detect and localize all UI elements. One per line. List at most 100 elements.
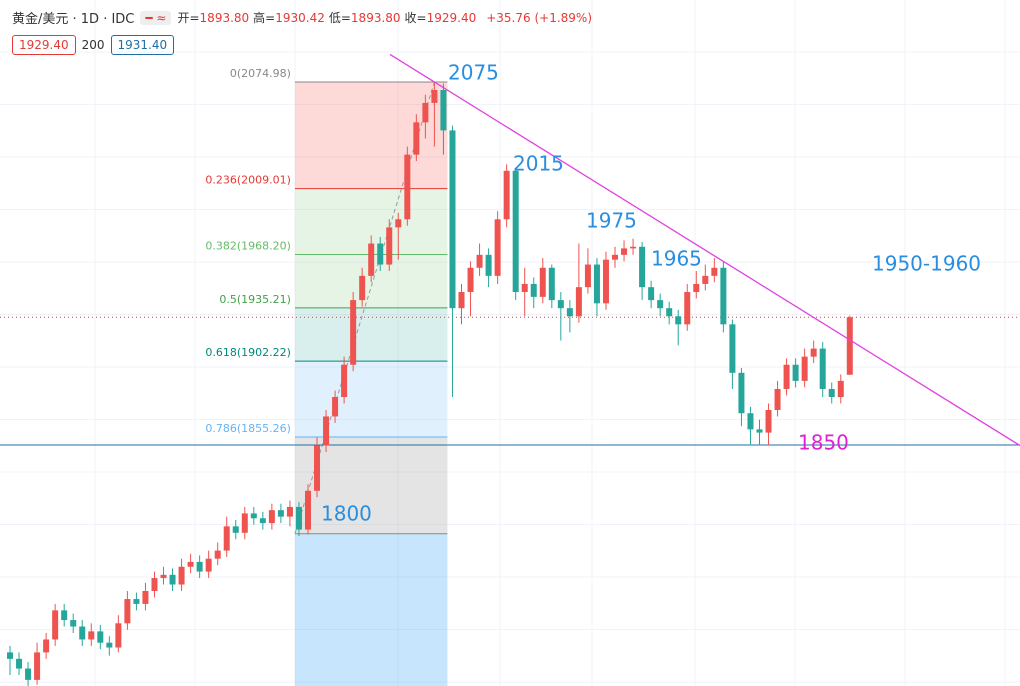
candle-body <box>214 550 221 559</box>
candle-body <box>557 300 564 309</box>
bid[interactable]: 1929.40 <box>12 35 76 55</box>
fib-band <box>294 81 448 189</box>
candle-body <box>404 154 411 220</box>
candle-body <box>801 356 808 381</box>
candle-body <box>368 243 375 276</box>
candle-body <box>359 275 366 301</box>
candle-body <box>747 413 754 430</box>
header: 黄金/美元 · 1D · IDC ━ ≈ 开=1893.80 高=1930.42 低… <box>12 8 592 27</box>
candle-body <box>413 122 420 155</box>
candle-body <box>178 566 185 585</box>
annotation: 2015 <box>513 152 564 176</box>
candle-body <box>304 490 311 530</box>
candle-body <box>503 170 510 220</box>
candle-body <box>539 267 546 297</box>
fib-label: 0.382(1968.20) <box>205 240 291 253</box>
annotation: 1800 <box>321 502 372 526</box>
candle-body <box>602 259 609 304</box>
candle-body <box>350 300 357 365</box>
change: +35.76 (+1.89%) <box>486 10 592 25</box>
candle-body <box>765 409 772 433</box>
candle-body <box>196 561 203 572</box>
fib-band <box>294 437 448 534</box>
candle-body <box>738 372 745 414</box>
candle-body <box>846 317 853 375</box>
candle-body <box>43 639 50 653</box>
candle-body <box>476 254 483 268</box>
indicator-toggle[interactable]: ━ ≈ <box>140 10 172 25</box>
candle-body <box>584 264 591 288</box>
candle-body <box>702 275 709 284</box>
candle-body <box>837 380 844 398</box>
candle-body <box>205 558 212 572</box>
candle-body <box>268 510 275 524</box>
fib-band <box>294 307 448 362</box>
candle-body <box>241 513 248 533</box>
candle-body <box>684 292 691 325</box>
candle-body <box>675 316 682 325</box>
candle-body <box>810 348 817 357</box>
candle-body <box>639 246 646 288</box>
fib-label: 0.236(2009.01) <box>205 174 291 187</box>
candle-body <box>34 652 41 680</box>
candle-body <box>142 590 149 604</box>
candle-body <box>774 388 781 410</box>
candle-body <box>232 526 239 533</box>
candle-body <box>52 610 59 640</box>
candle-body <box>431 90 438 103</box>
fib-label: 0.786(1855.26) <box>205 422 291 435</box>
annotation: 1950-1960 <box>872 252 981 276</box>
stat-value: 1893.80 <box>199 11 250 25</box>
candle-body <box>593 264 600 304</box>
candle-body <box>458 292 465 309</box>
candle-body <box>648 287 655 301</box>
candle-body <box>612 254 619 260</box>
ask[interactable]: 1931.40 <box>110 35 175 55</box>
candle-body <box>259 518 266 524</box>
annotation: 1850 <box>798 431 849 455</box>
candle-body <box>151 578 158 591</box>
candle-body <box>494 219 501 276</box>
symbol[interactable]: 黄金/美元 · 1D · IDC <box>12 12 135 27</box>
candle-body <box>25 668 32 680</box>
stat-value: 1893.80 <box>350 11 401 25</box>
candle-body <box>332 397 339 417</box>
spread: 200 <box>81 38 105 52</box>
candle-body <box>88 631 95 640</box>
candle-body <box>783 364 790 389</box>
fib-band <box>294 533 448 686</box>
candle-body <box>7 652 13 659</box>
candle-body <box>124 599 131 624</box>
annotation: 1965 <box>651 247 702 271</box>
candle-body <box>377 243 384 265</box>
candle-body <box>630 246 637 249</box>
candle-body <box>277 510 284 517</box>
trendline <box>389 53 1020 447</box>
candle-body <box>341 364 348 398</box>
candle-body <box>711 267 718 276</box>
candle-body <box>286 506 293 517</box>
candle-body <box>106 642 113 648</box>
candle-body <box>79 626 86 640</box>
candle-body <box>223 526 230 551</box>
candle-body <box>187 561 194 567</box>
candle-body <box>756 429 763 433</box>
candle-body <box>422 102 429 123</box>
candle-body <box>512 170 519 293</box>
candle-body <box>70 620 77 627</box>
stat-label: 高= <box>253 11 276 25</box>
candle-body <box>323 416 330 446</box>
candle-body <box>566 308 573 317</box>
candle-body <box>160 574 167 579</box>
candle-body <box>440 90 447 131</box>
fib-label: 0.618(1902.22) <box>205 346 291 359</box>
candle-body <box>467 267 474 293</box>
candle-body <box>133 599 140 604</box>
candle-body <box>819 348 826 389</box>
candle-body <box>386 227 393 265</box>
candle-body <box>314 445 321 491</box>
fib-band <box>294 361 448 438</box>
